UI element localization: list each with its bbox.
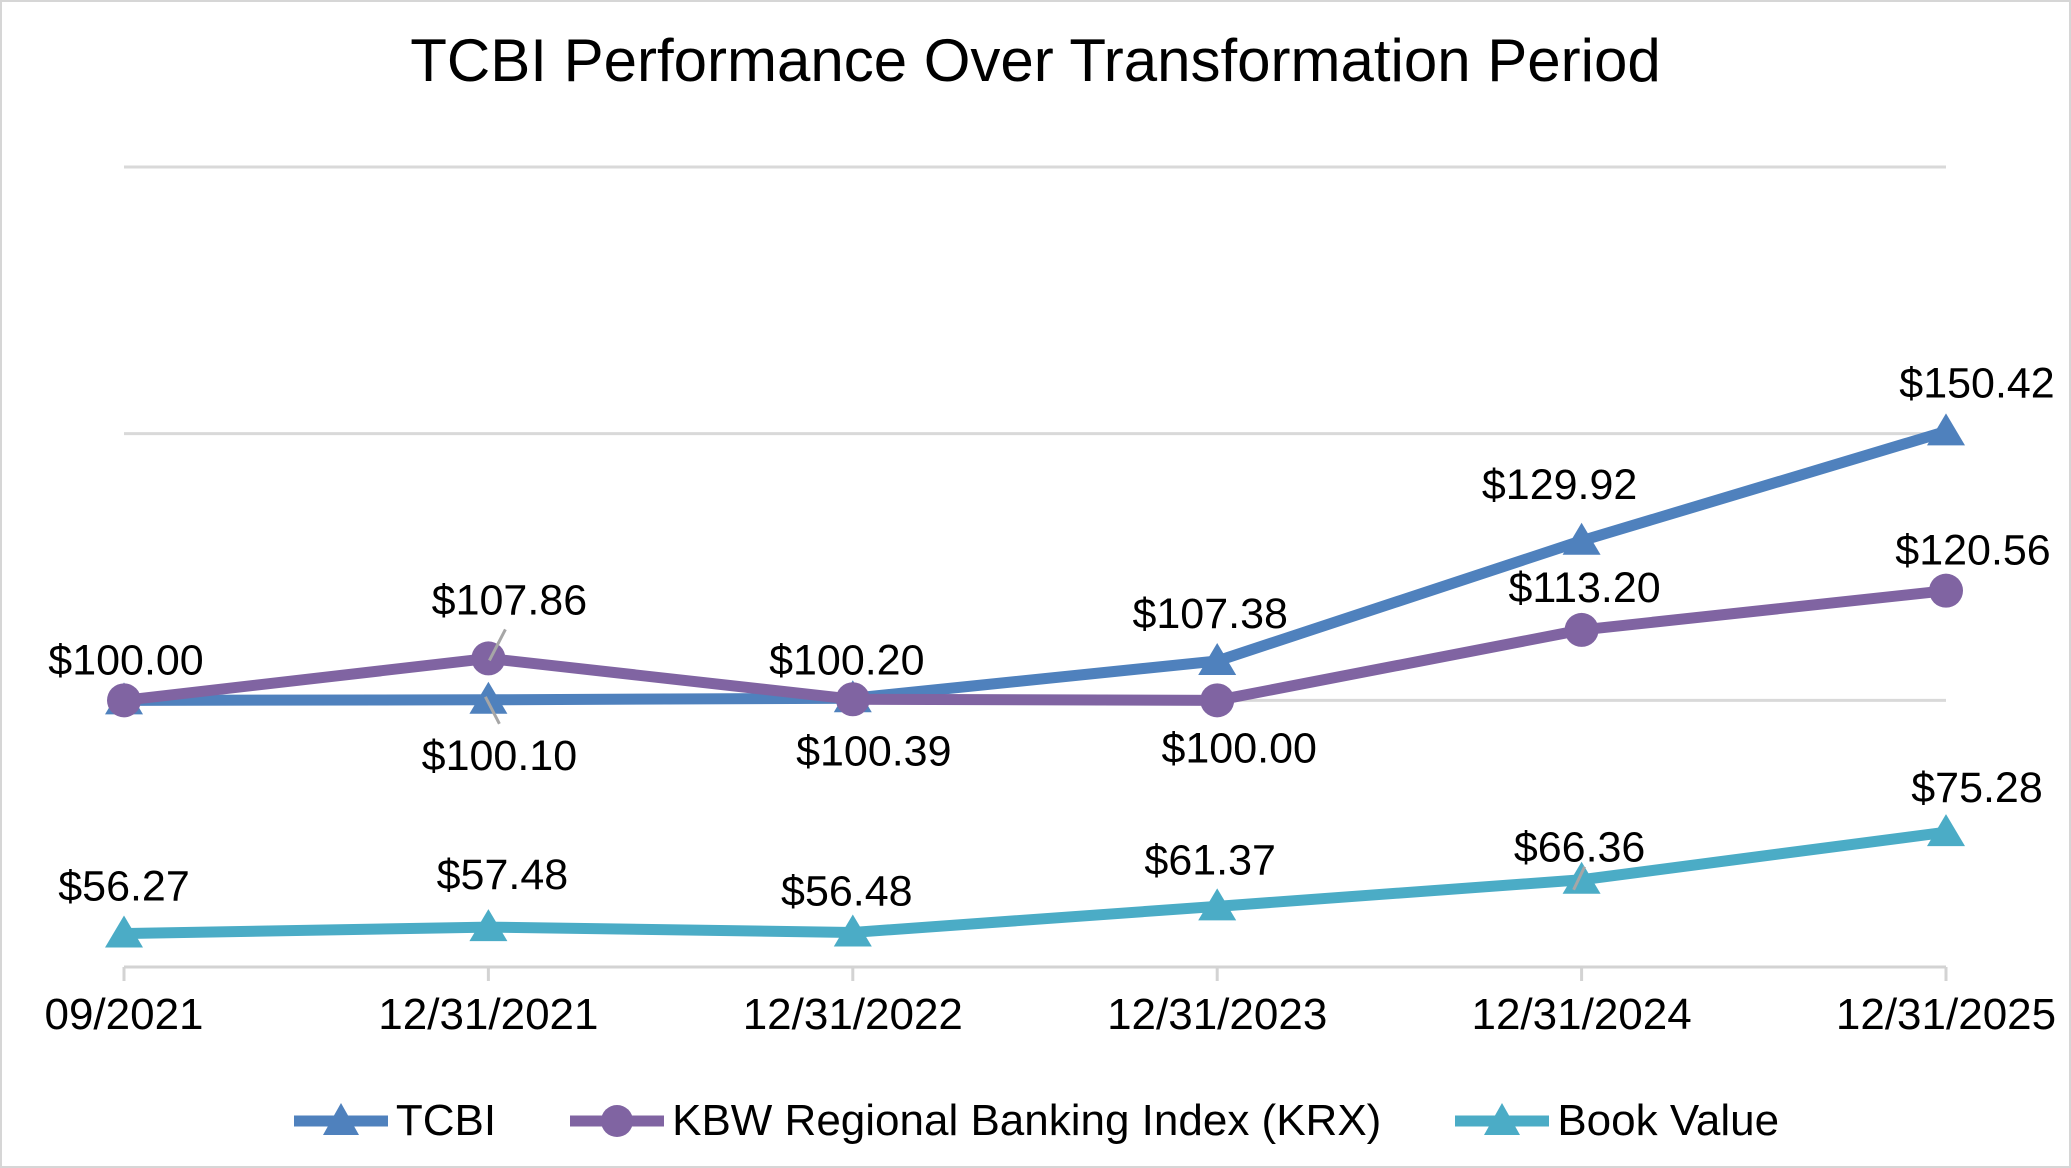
data-label: $129.92 bbox=[1482, 461, 1637, 509]
series-1-marker bbox=[835, 682, 870, 717]
data-label: $107.86 bbox=[432, 576, 587, 624]
data-label: $57.48 bbox=[437, 851, 569, 899]
data-label: $100.00 bbox=[48, 636, 203, 684]
data-label: $61.37 bbox=[1144, 836, 1276, 884]
triangle-marker-icon bbox=[322, 1103, 359, 1135]
book-value-legend-marker-icon bbox=[1455, 1103, 1550, 1135]
series-2-marker bbox=[105, 915, 143, 948]
series-0-marker bbox=[1562, 522, 1601, 555]
label-leader-line bbox=[488, 628, 507, 662]
series-line-2 bbox=[118, 826, 1952, 940]
label-leader-line bbox=[484, 696, 501, 725]
data-label: $75.28 bbox=[1911, 764, 2043, 812]
legend-label-tcbi: TCBI bbox=[395, 1096, 497, 1145]
circle-marker-icon bbox=[601, 1105, 634, 1137]
tcbi-legend-marker-icon bbox=[293, 1103, 388, 1135]
krx-legend-marker-icon bbox=[570, 1105, 665, 1137]
series-1-marker bbox=[471, 641, 506, 676]
series-line-0 bbox=[118, 425, 1952, 706]
data-label: $56.27 bbox=[58, 863, 190, 911]
data-label: $66.36 bbox=[1514, 824, 1646, 872]
legend-label-krx: KBW Regional Banking Index (KRX) bbox=[672, 1096, 1382, 1145]
series-0-marker bbox=[1198, 642, 1237, 675]
data-label: $120.56 bbox=[1895, 527, 2050, 575]
series-1-marker bbox=[1929, 573, 1963, 608]
legend-label-book-value: Book Value bbox=[1557, 1096, 1780, 1145]
data-label: $100.00 bbox=[1161, 724, 1316, 772]
legend-item-tcbi: TCBI bbox=[292, 1096, 496, 1146]
series-1-marker bbox=[1564, 612, 1599, 647]
data-label: $100.39 bbox=[796, 727, 951, 775]
legend-item-krx: KBW Regional Banking Index (KRX) bbox=[568, 1096, 1381, 1146]
series-2-marker bbox=[469, 909, 508, 942]
series-1-marker bbox=[107, 683, 141, 718]
data-label: $113.20 bbox=[1508, 564, 1660, 612]
data-label: $56.48 bbox=[781, 867, 913, 915]
x-axis-label: 09/2021 bbox=[44, 990, 203, 1039]
data-label: $100.20 bbox=[769, 636, 924, 684]
series-2-marker bbox=[1927, 814, 1965, 847]
x-axis-label: 12/31/2022 bbox=[743, 990, 963, 1039]
x-axis-label: 12/31/2024 bbox=[1471, 990, 1691, 1039]
legend: TCBI KBW Regional Banking Index (KRX) Bo… bbox=[2, 1096, 2069, 1146]
data-label: $100.10 bbox=[422, 732, 577, 780]
triangle-marker-icon bbox=[1484, 1103, 1521, 1135]
series-2-marker bbox=[1562, 861, 1601, 894]
series-0-marker bbox=[469, 681, 508, 714]
series-0-marker bbox=[1927, 413, 1965, 446]
series-2-marker bbox=[1198, 888, 1237, 921]
label-leader-line bbox=[1572, 866, 1586, 891]
chart-title: TCBI Performance Over Transformation Per… bbox=[410, 27, 1661, 94]
legend-item-book-value: Book Value bbox=[1453, 1096, 1779, 1146]
data-label: $150.42 bbox=[1899, 359, 2054, 407]
series-2-marker bbox=[833, 914, 872, 947]
series-1-marker bbox=[1200, 683, 1235, 718]
x-axis-label: 12/31/2023 bbox=[1107, 990, 1327, 1039]
data-label: $107.38 bbox=[1132, 590, 1287, 638]
x-axis-label: 12/31/2021 bbox=[378, 990, 598, 1039]
series-line-1 bbox=[118, 585, 1952, 706]
x-axis-label: 12/31/2025 bbox=[1836, 990, 2056, 1039]
